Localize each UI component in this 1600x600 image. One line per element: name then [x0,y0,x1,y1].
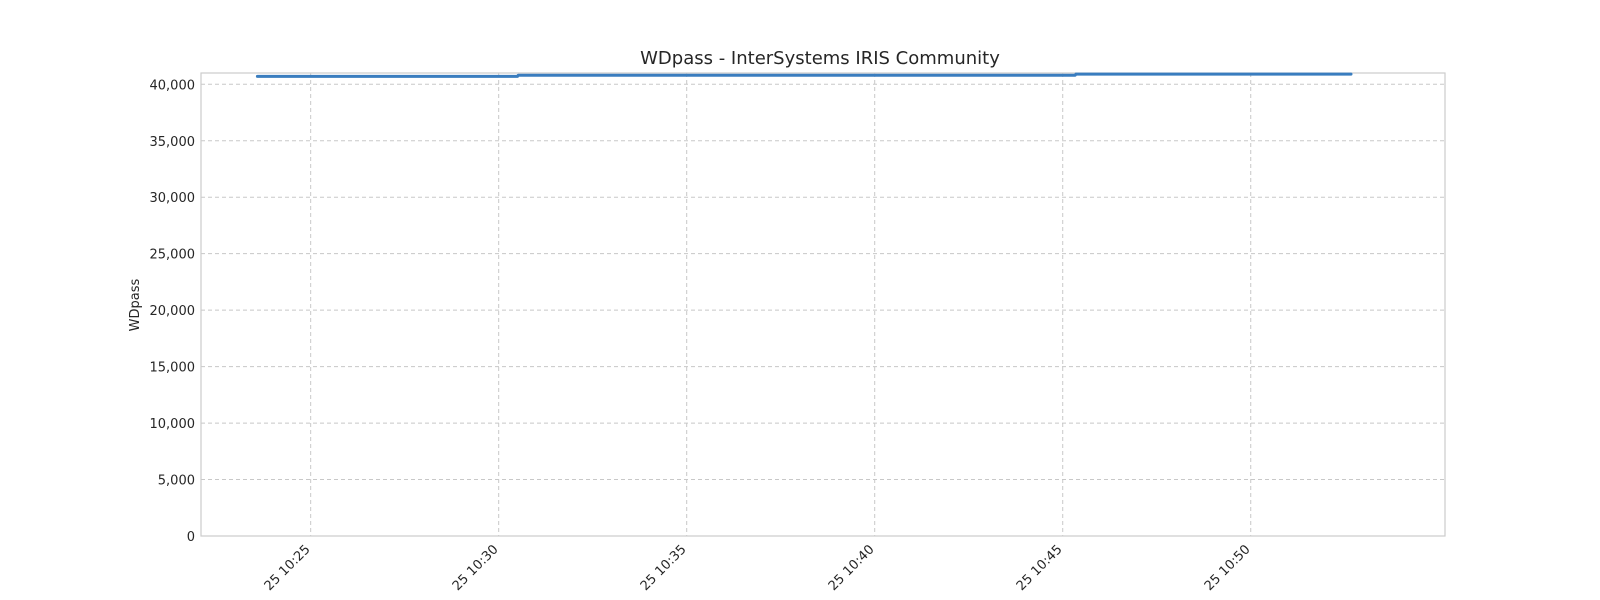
y-tick-label: 40,000 [150,78,196,93]
series-line [255,72,1353,78]
chart-title: WDpass - InterSystems IRIS Community [640,48,1000,69]
y-axis-label: WDpass [128,278,143,331]
x-axis: 25 10:25 25 10:30 25 10:35 25 10:40 25 10:45… [262,542,1254,594]
y-tick-label: 20,000 [150,304,196,319]
y-tick-label: 30,000 [150,191,196,206]
series-layer [255,72,1353,78]
x-tick-label: 25 10:50 [1202,542,1254,594]
y-tick-label: 15,000 [150,361,196,376]
y-tick-label: 5,000 [158,474,195,489]
x-tick-label: 25 10:25 [262,542,314,594]
plot-frame [200,72,1446,537]
x-tick-label: 25 10:30 [450,542,502,594]
x-tick-label: 25 10:35 [638,542,690,594]
y-tick-label: 0 [187,530,195,545]
x-tick-label: 25 10:45 [1014,542,1066,594]
y-axis: 0 5,000 10,000 15,000 20,000 25,000 30,000 35,0… [150,78,196,545]
y-tick-label: 25,000 [150,248,196,263]
y-tick-label: 10,000 [150,417,196,432]
grid-layer [201,73,1445,536]
y-tick-label: 35,000 [150,135,196,150]
x-tick-label: 25 10:40 [826,542,878,594]
